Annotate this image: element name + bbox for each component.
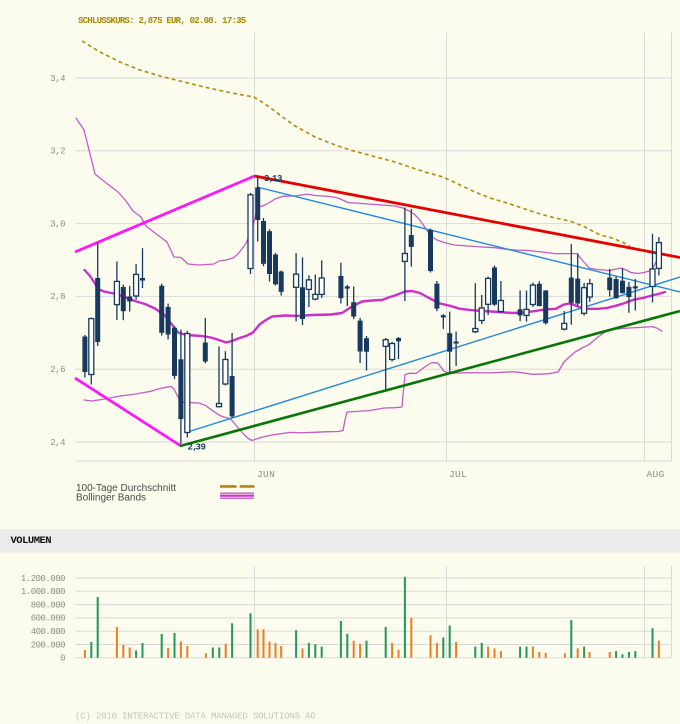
svg-text:(C) 2010 INTERACTIVE DATA MANA: (C) 2010 INTERACTIVE DATA MANAGED SOLUTI… bbox=[75, 712, 316, 722]
svg-text:1.000.000: 1.000.000 bbox=[21, 587, 65, 597]
svg-text:2,8: 2,8 bbox=[50, 292, 65, 302]
svg-text:200.000: 200.000 bbox=[31, 640, 65, 650]
svg-text:2,39: 2,39 bbox=[188, 443, 206, 453]
svg-text:3,2: 3,2 bbox=[50, 147, 65, 157]
svg-text:3,13: 3,13 bbox=[264, 174, 282, 184]
svg-text:AUG: AUG bbox=[647, 469, 665, 480]
svg-text:2,4: 2,4 bbox=[50, 438, 65, 448]
svg-text:400.000: 400.000 bbox=[31, 627, 65, 637]
svg-text:0: 0 bbox=[60, 654, 65, 664]
svg-text:1.200.000: 1.200.000 bbox=[21, 574, 65, 584]
svg-text:2,6: 2,6 bbox=[50, 365, 65, 375]
svg-text:600.000: 600.000 bbox=[31, 614, 65, 624]
svg-text:100-Tage Durchschnitt: 100-Tage Durchschnitt bbox=[76, 483, 176, 494]
svg-text:VOLUMEN: VOLUMEN bbox=[11, 535, 52, 547]
svg-text:SCHLUSSKURS: 2,875 EUR, 02.08.: SCHLUSSKURS: 2,875 EUR, 02.08. 17:35 bbox=[78, 16, 246, 26]
svg-text:JUL: JUL bbox=[449, 469, 467, 480]
svg-text:800.000: 800.000 bbox=[31, 600, 65, 610]
svg-text:Bollinger Bands: Bollinger Bands bbox=[76, 493, 146, 504]
svg-text:3,4: 3,4 bbox=[50, 74, 65, 84]
svg-text:JUN: JUN bbox=[257, 469, 275, 480]
svg-text:3,0: 3,0 bbox=[50, 219, 65, 229]
